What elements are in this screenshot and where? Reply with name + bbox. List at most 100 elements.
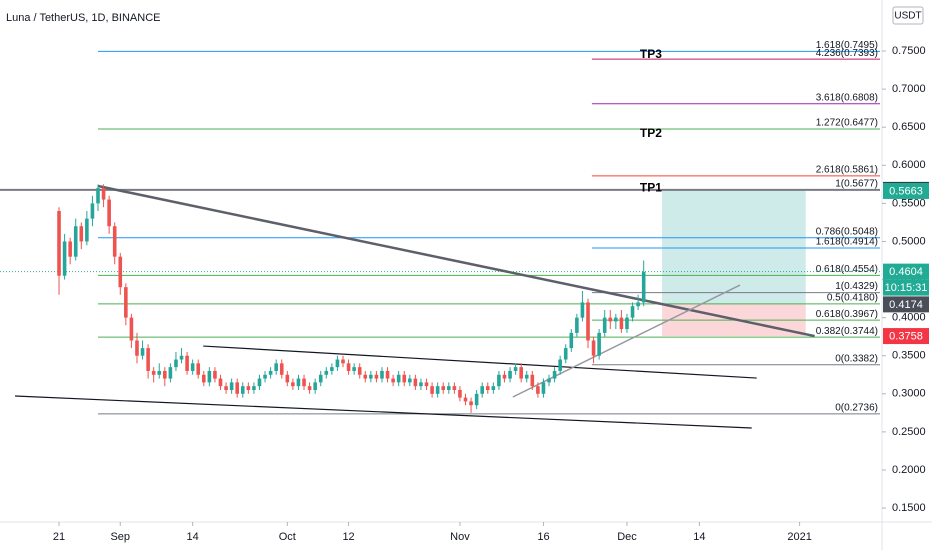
candle-body	[307, 386, 312, 390]
candle-body	[279, 363, 284, 375]
y-tick-label: 0.4000	[892, 312, 926, 324]
candle-body	[112, 226, 117, 257]
candle-body	[458, 389, 462, 398]
target-label: TP3	[640, 47, 662, 61]
candle-body	[62, 241, 67, 276]
trend-line	[512, 284, 741, 398]
candle-body	[435, 386, 440, 394]
x-tick-label: Oct	[279, 531, 296, 543]
candle-body	[146, 348, 150, 371]
candle-body	[614, 317, 618, 322]
x-tick-label: 21	[53, 531, 65, 543]
candle-body	[608, 317, 613, 322]
price-tag	[883, 328, 929, 345]
countdown-box	[883, 279, 929, 296]
candle-body	[580, 302, 585, 318]
candle-body	[140, 348, 145, 356]
candle-body	[363, 374, 368, 379]
candle-body	[268, 370, 273, 375]
x-tick-label: Sep	[110, 531, 130, 543]
candle-body	[90, 203, 95, 219]
chart-title: Luna / TetherUS, 1D, BINANCE	[6, 12, 160, 24]
price-tag-label: 0.5663	[889, 185, 923, 197]
x-tick-label: 14	[187, 531, 199, 543]
candle-body	[552, 370, 557, 379]
candle-body	[374, 374, 379, 379]
fib-label: 1.618(0.7495)	[816, 40, 878, 51]
candle-body	[380, 370, 384, 379]
x-tick-label: Dec	[617, 531, 637, 543]
fib-label: 1.618(0.4914)	[816, 237, 878, 248]
y-tick-label: 0.3000	[892, 388, 926, 400]
candle-body	[474, 393, 479, 406]
candle-body	[274, 363, 278, 371]
candle-body	[135, 340, 139, 356]
candle-body	[413, 378, 418, 387]
candle-body	[151, 370, 156, 375]
fib-label: 1.272(0.6477)	[816, 118, 878, 129]
trend-line	[15, 395, 752, 429]
candle-body	[630, 306, 635, 318]
fib-label: 0.786(0.5048)	[816, 226, 878, 237]
countdown: 10:15:31	[885, 282, 928, 294]
candle-body	[296, 378, 301, 387]
candle-body	[536, 386, 540, 394]
candle-body	[257, 378, 262, 387]
candle-body	[497, 374, 501, 387]
fib-label: 1(0.4329)	[835, 281, 878, 292]
candle-body	[569, 332, 574, 349]
candle-body	[357, 367, 362, 375]
candle-body	[530, 374, 535, 387]
x-tick-label: Nov	[450, 531, 470, 543]
candle-body	[57, 210, 61, 276]
candle-body	[369, 374, 373, 379]
y-tick-label: 0.6500	[892, 121, 926, 133]
candle-body	[163, 370, 167, 379]
candle-body	[68, 241, 72, 257]
price-tag	[883, 263, 929, 280]
y-tick-label: 0.2000	[892, 464, 926, 476]
candle-body	[73, 226, 78, 257]
candle-body	[513, 367, 518, 371]
candle-body	[641, 271, 646, 303]
candle-body	[602, 317, 607, 333]
candle-body	[190, 363, 195, 371]
candle-body	[118, 256, 123, 288]
candle-body	[597, 332, 601, 356]
candle-body	[207, 370, 212, 383]
candle-body	[263, 374, 267, 379]
y-tick-label: 0.5500	[892, 197, 926, 209]
candle-body	[441, 386, 446, 390]
candle-body	[185, 355, 189, 371]
candle-body	[446, 386, 451, 390]
candle-body	[179, 355, 184, 360]
candle-body	[341, 359, 345, 364]
y-tick-label: 0.7500	[892, 45, 926, 57]
price-tag-label: 0.3758	[889, 330, 923, 342]
target-label: TP2	[640, 126, 662, 140]
candle-body	[168, 367, 173, 379]
fib-label: 0(0.3382)	[835, 353, 878, 364]
candle-body	[558, 359, 562, 371]
currency-box[interactable]	[892, 6, 924, 25]
fib-label: 1(0.5677)	[835, 179, 878, 190]
candle-body	[313, 382, 317, 390]
candle-body	[201, 374, 206, 383]
candle-body	[235, 382, 240, 394]
candle-body	[229, 382, 234, 390]
candle-body	[541, 382, 546, 394]
x-tick-label: 16	[537, 531, 549, 543]
x-tick-label: 14	[693, 531, 705, 543]
y-tick-label: 0.6000	[892, 159, 926, 171]
candle-body	[485, 386, 490, 390]
candle-body	[591, 340, 596, 356]
candle-body	[85, 218, 89, 242]
candle-body	[213, 370, 217, 379]
candle-body	[285, 374, 290, 383]
currency: USDT	[894, 11, 921, 22]
candle-body	[524, 374, 529, 379]
candle-body	[224, 386, 228, 390]
candle-body	[240, 386, 245, 394]
candle-body	[586, 302, 590, 341]
